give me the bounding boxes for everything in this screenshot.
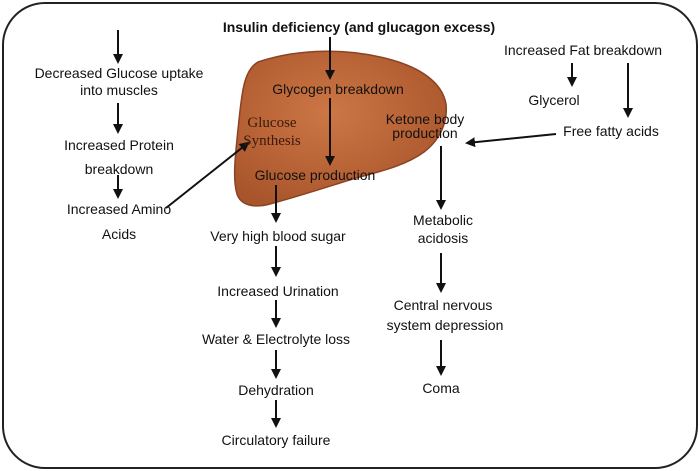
synthesis-line1: Glucose [247, 115, 296, 131]
glycogen-label: Glycogen breakdown [272, 81, 404, 97]
protein-line2: breakdown [85, 161, 154, 177]
amino-line1: Increased Amino [67, 201, 171, 217]
ffa-label: Free fatty acids [563, 123, 659, 139]
arrows [113, 30, 633, 428]
arrow-ffa-to-ketone [465, 133, 557, 148]
circulatory-label: Circulatory failure [222, 432, 331, 448]
acidosis-line2: acidosis [418, 230, 469, 246]
water-loss-label: Water & Electrolyte loss [202, 331, 350, 347]
dehydration-label: Dehydration [238, 382, 314, 398]
urination-label: Increased Urination [217, 283, 338, 299]
liver-shape [233, 50, 448, 207]
title: Insulin deficiency (and glucagon excess) [223, 19, 495, 35]
glycerol-label: Glycerol [528, 92, 579, 108]
glucose-production-label: Glucose production [255, 167, 376, 183]
blood-sugar-label: Very high blood sugar [210, 228, 346, 244]
ketone-line1: Ketone body [386, 111, 465, 127]
glucose-uptake-line2: into muscles [80, 82, 158, 98]
synthesis-line2: Synthesis [243, 133, 301, 149]
coma-label: Coma [422, 380, 460, 396]
cns-line2: system depression [387, 317, 504, 333]
protein-line1: Increased Protein [64, 137, 174, 153]
ketone-line2: production [392, 125, 457, 141]
glucose-uptake-line1: Decreased Glucose uptake [35, 65, 204, 81]
acidosis-line1: Metabolic [413, 212, 473, 228]
arrow-amino-to-synthesis [165, 141, 250, 209]
fat-label: Increased Fat breakdown [504, 42, 662, 58]
cns-line1: Central nervous [394, 297, 493, 313]
amino-line2: Acids [102, 226, 136, 242]
